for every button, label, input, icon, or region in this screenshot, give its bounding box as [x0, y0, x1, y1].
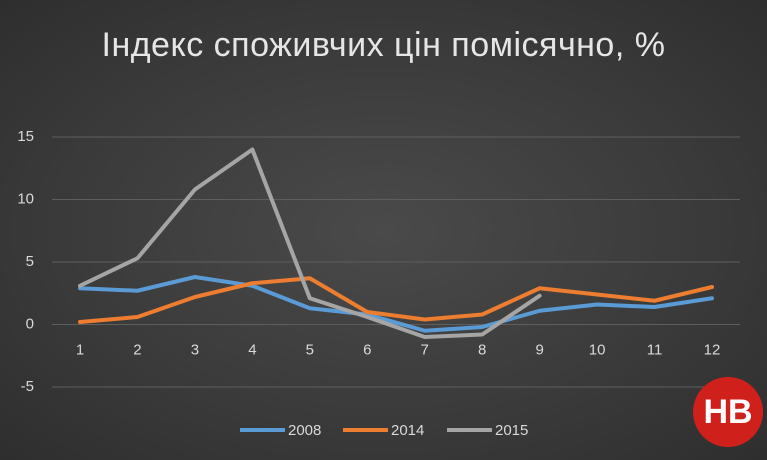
y-tick-label: 10 — [17, 190, 34, 207]
line-series — [78, 276, 714, 324]
logo-badge — [693, 377, 763, 447]
line-series — [78, 147, 542, 339]
x-tick-label: 10 — [589, 341, 606, 358]
legend-label: 2015 — [495, 422, 528, 439]
y-tick-label: -5 — [21, 378, 34, 395]
chart-title: Індекс споживчих цін помісячно, % — [101, 26, 666, 64]
logo: НВ — [703, 393, 752, 431]
x-tick-label: 5 — [306, 341, 314, 358]
x-tick-label: 6 — [363, 341, 371, 358]
y-tick-label: 5 — [26, 253, 34, 270]
legend-label: 2014 — [391, 422, 424, 439]
line-series — [78, 275, 714, 333]
x-tick-label: 2 — [133, 341, 141, 358]
x-tick-label: 7 — [421, 341, 429, 358]
x-tick-label: 9 — [535, 341, 543, 358]
x-tick-label: 8 — [478, 341, 486, 358]
y-tick-label: 15 — [17, 128, 34, 145]
x-tick-label: 4 — [248, 341, 256, 358]
legend-label: 2008 — [288, 422, 321, 439]
x-tick-label: 11 — [647, 341, 663, 358]
y-tick-label: 0 — [26, 315, 34, 332]
x-tick-label: 12 — [704, 341, 721, 358]
x-tick-label: 3 — [191, 341, 199, 358]
x-tick-label: 1 — [76, 341, 84, 358]
